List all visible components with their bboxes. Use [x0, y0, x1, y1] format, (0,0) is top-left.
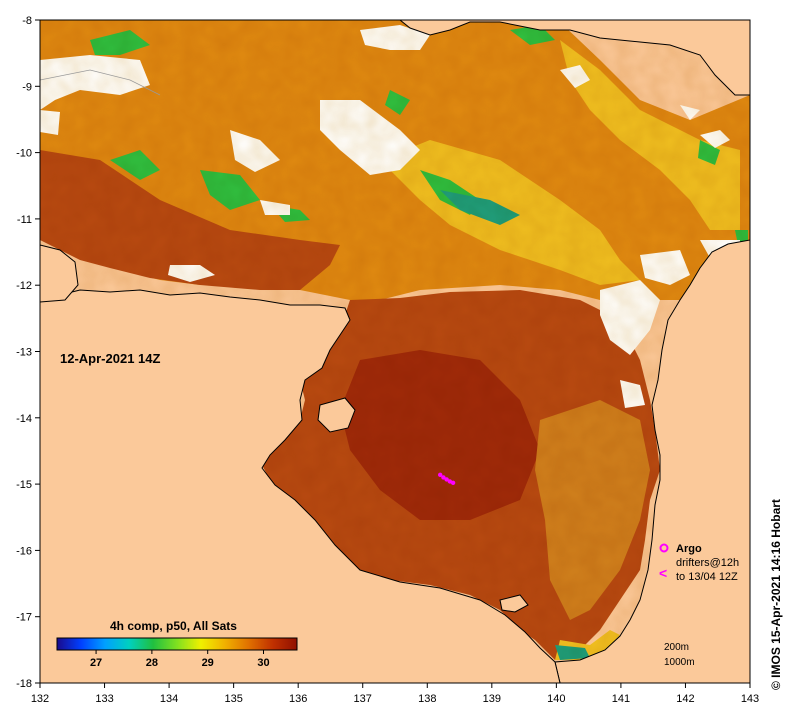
argo-drifter-point [450, 480, 456, 485]
colorbar-tick-label: 30 [257, 657, 269, 669]
land-arnhem-land [40, 289, 561, 683]
x-tick-label: 132 [31, 693, 49, 705]
drifter-arrow-icon: < [659, 565, 667, 581]
legend: Argo drifters@12h < to 13/04 12Z 200m 10… [659, 543, 739, 668]
y-tick-label: -18 [16, 678, 32, 690]
contour-200m [40, 69, 161, 96]
y-tick-label: -10 [16, 148, 32, 160]
argo-drifter-point [444, 477, 449, 482]
x-tick-label: 135 [224, 693, 242, 705]
colorbar-tick-label: 28 [146, 657, 158, 669]
x-tick-label: 143 [741, 693, 759, 705]
land-groote-eylandt [317, 397, 356, 433]
date-label: 12-Apr-2021 14Z [60, 351, 160, 366]
colorbar-bar [56, 637, 298, 651]
x-axis: 132 133 134 135 136 137 138 139 140 141 142 143 [31, 683, 759, 705]
colorbar-tick-label: 27 [90, 657, 102, 669]
contour-1000-label: 1000m [664, 657, 695, 668]
colorbar-ticks: 27 28 29 30 [90, 650, 270, 669]
y-tick-label: -14 [16, 413, 32, 425]
x-tick-label: 142 [676, 693, 694, 705]
colorbar-tick-label: 29 [202, 657, 214, 669]
x-tick-label: 138 [418, 693, 436, 705]
y-axis: -8 -9 -10 -11 -12 -13 -14 -15 -16 -17 -18 [16, 15, 40, 690]
land-mornington-island [499, 594, 529, 613]
y-tick-label: -11 [17, 214, 32, 226]
argo-drifter-point [441, 475, 446, 480]
drifters-legend-label: drifters@12h [676, 557, 739, 569]
x-tick-label: 137 [354, 693, 372, 705]
land-new-guinea [399, 20, 750, 96]
x-tick-label: 141 [612, 693, 630, 705]
land-cape-york [554, 239, 750, 683]
drifters-legend-to: to 13/04 12Z [676, 571, 738, 583]
contour-200-label: 200m [664, 642, 689, 653]
y-tick-label: -12 [16, 280, 32, 292]
map-plot-area [40, 20, 750, 683]
credit-label: © IMOS 15-Apr-2021 14:16 Hobart [769, 499, 783, 690]
y-tick-label: -8 [22, 15, 32, 27]
x-tick-label: 136 [289, 693, 307, 705]
colorbar-title: 4h comp, p50, All Sats [110, 619, 237, 633]
x-tick-label: 139 [483, 693, 501, 705]
x-tick-label: 133 [95, 693, 113, 705]
x-tick-label: 140 [547, 693, 565, 705]
argo-drifter-point [437, 472, 443, 478]
y-tick-label: -16 [16, 545, 32, 557]
colorbar: 4h comp, p50, All Sats 27 28 29 30 [56, 619, 298, 669]
argo-legend-label: Argo [676, 543, 702, 555]
y-tick-label: -17 [16, 612, 32, 624]
y-tick-label: -13 [16, 347, 32, 359]
x-tick-label: 134 [160, 693, 178, 705]
land-melville-coast [40, 244, 79, 303]
argo-drifter-track [437, 472, 456, 485]
argo-legend-icon [659, 543, 669, 553]
y-tick-label: -9 [22, 81, 32, 93]
y-tick-label: -15 [16, 479, 32, 491]
